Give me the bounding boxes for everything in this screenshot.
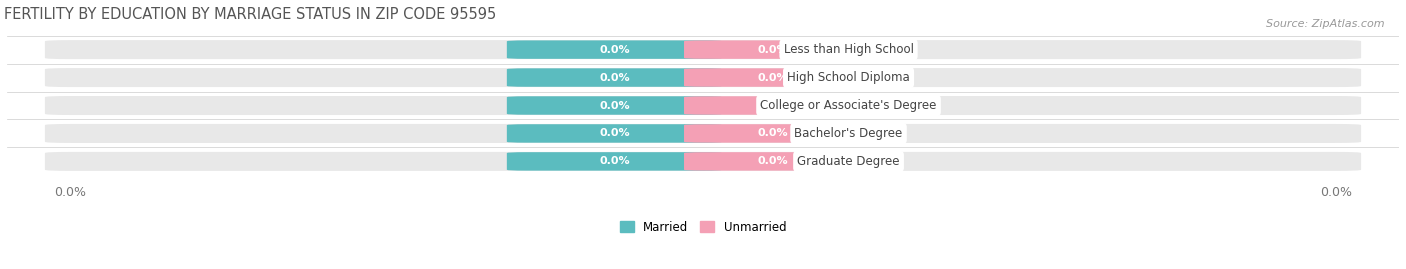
- Text: Source: ZipAtlas.com: Source: ZipAtlas.com: [1267, 19, 1385, 29]
- FancyBboxPatch shape: [45, 152, 1361, 171]
- Text: 0.0%: 0.0%: [599, 73, 630, 83]
- Text: High School Diploma: High School Diploma: [787, 71, 910, 84]
- Text: 0.0%: 0.0%: [758, 101, 787, 111]
- FancyBboxPatch shape: [506, 152, 723, 171]
- FancyBboxPatch shape: [45, 96, 1361, 115]
- FancyBboxPatch shape: [45, 124, 1361, 143]
- Text: College or Associate's Degree: College or Associate's Degree: [761, 99, 936, 112]
- Text: 0.0%: 0.0%: [599, 45, 630, 55]
- Text: 0.0%: 0.0%: [599, 101, 630, 111]
- FancyBboxPatch shape: [506, 68, 723, 87]
- FancyBboxPatch shape: [683, 124, 862, 143]
- Text: 0.0%: 0.0%: [758, 129, 787, 139]
- FancyBboxPatch shape: [683, 40, 862, 59]
- Text: 0.0%: 0.0%: [599, 156, 630, 167]
- FancyBboxPatch shape: [506, 40, 723, 59]
- FancyBboxPatch shape: [506, 96, 723, 115]
- Text: Less than High School: Less than High School: [783, 43, 914, 56]
- Legend: Married, Unmarried: Married, Unmarried: [614, 216, 792, 238]
- Text: 0.0%: 0.0%: [758, 156, 787, 167]
- Text: Graduate Degree: Graduate Degree: [797, 155, 900, 168]
- FancyBboxPatch shape: [683, 96, 862, 115]
- FancyBboxPatch shape: [45, 68, 1361, 87]
- FancyBboxPatch shape: [506, 124, 723, 143]
- Text: 0.0%: 0.0%: [758, 73, 787, 83]
- Text: Bachelor's Degree: Bachelor's Degree: [794, 127, 903, 140]
- Text: 0.0%: 0.0%: [758, 45, 787, 55]
- FancyBboxPatch shape: [683, 68, 862, 87]
- FancyBboxPatch shape: [683, 152, 862, 171]
- FancyBboxPatch shape: [45, 40, 1361, 59]
- Text: FERTILITY BY EDUCATION BY MARRIAGE STATUS IN ZIP CODE 95595: FERTILITY BY EDUCATION BY MARRIAGE STATU…: [4, 7, 496, 22]
- Text: 0.0%: 0.0%: [599, 129, 630, 139]
